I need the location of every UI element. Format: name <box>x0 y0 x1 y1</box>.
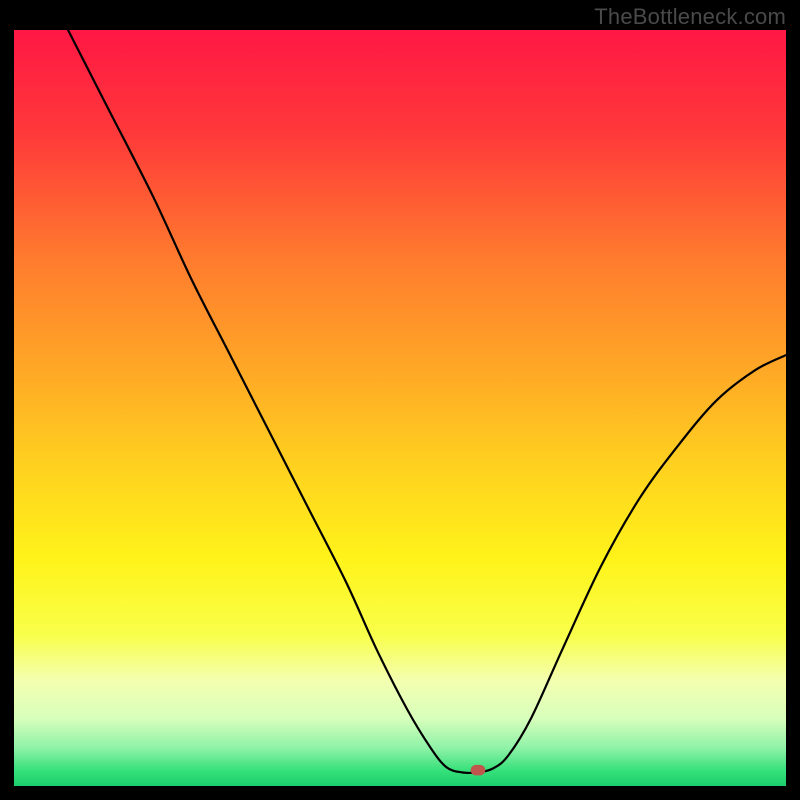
plot-area <box>14 30 786 786</box>
current-marker <box>471 765 486 776</box>
outer-frame: TheBottleneck.com <box>0 0 800 800</box>
chart-background <box>14 30 786 786</box>
watermark-text: TheBottleneck.com <box>594 4 786 30</box>
bottleneck-chart-svg <box>14 30 786 786</box>
